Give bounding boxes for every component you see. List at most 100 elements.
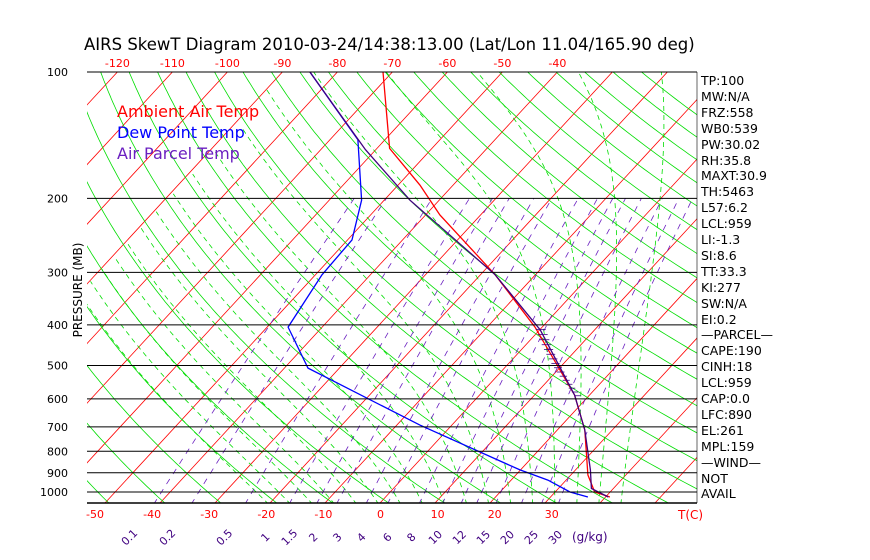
mixing-ratio-tick-label: 0.1 [119,527,141,549]
stat-item: LCL:959 [701,375,752,391]
moist-adiabat-line [113,256,335,503]
mixing-ratio-line [460,198,614,503]
stat-item: PW:30.02 [701,136,761,152]
dry-adiabat-line [0,66,54,505]
isotherm-line [489,277,697,503]
isotherm-line [87,72,118,106]
dry-adiabat-line [527,72,697,207]
mixing-ratio-line [336,198,510,503]
stat-item: CAPE:190 [701,343,762,359]
mixing-ratio-line [495,198,642,503]
stat-item: L57:6.2 [701,200,748,216]
mixing-ratio-tick-label: 0.5 [214,527,236,549]
dry-adiabat-line [356,72,697,354]
dry-adiabat-line [470,72,697,255]
stat-item: SW:N/A [701,295,747,311]
legend-dewpoint: Dew Point Temp [117,123,245,142]
isotherm-line [0,63,16,505]
moist-adiabat-line [266,89,512,503]
top-temp-tick-label: -120 [105,57,130,70]
top-temp-tick-label: -110 [160,57,185,70]
stat-item: FRZ:558 [701,104,754,120]
mixing-ratio-line [476,198,626,503]
pressure-tick-label: 900 [47,467,68,480]
bottom-temp-tick-label: -10 [314,508,332,521]
isotherm-line [87,72,448,464]
mixing-ratio-tick-label: 30 [546,528,565,547]
mixing-ratio-line [387,198,553,503]
dry-adiabat-line [87,422,166,503]
stat-item: KI:277 [701,279,741,295]
isotherm-line [87,72,393,404]
isotherm-line [87,72,338,345]
isotherm-line [104,72,503,503]
mixing-ratio-tick-label: 8 [404,530,418,544]
bottom-temp-tick-label: 20 [488,508,502,521]
isotherm-line [599,397,697,503]
isotherm-line [0,63,71,505]
stat-item: RH:35.8 [701,152,752,168]
stat-item: EL:261 [701,422,744,438]
top-temp-tick-label: -60 [438,57,456,70]
mixing-ratio-tick-label: 1.5 [279,527,301,549]
mixing-ratio-line [316,198,493,503]
pressure-tick-label: 100 [47,66,68,79]
moist-adiabat-line [140,227,379,503]
top-temp-tick-label: -80 [328,57,346,70]
dry-adiabat-line [584,72,697,161]
series-line-dewpoint [287,72,589,498]
pressure-tick-label: 1000 [40,486,68,499]
moist-adiabat-line [240,126,489,503]
mixing-ratio-line [442,198,598,503]
dry-adiabat-line [441,72,697,279]
stat-item: TT:33.3 [701,263,747,279]
bottom-temp-tick-label: -20 [257,508,275,521]
moist-adiabat-line [155,211,401,503]
chart-title: AIRS SkewT Diagram 2010-03-24/14:38:13.0… [84,35,695,54]
moist-adiabat-line [577,72,617,503]
bottom-temp-tick-label: -30 [200,508,218,521]
mixing-ratio-line [191,198,387,503]
pressure-tick-label: 300 [47,266,68,279]
dry-adiabat-line [242,72,697,462]
top-temp-tick-label: -90 [273,57,291,70]
stat-item: AVAIL [701,486,736,502]
mixing-ratio-line [365,198,535,503]
top-temp-tick-label: -40 [548,57,566,70]
dry-adiabat-line [185,72,670,503]
moist-adiabat-line [620,72,665,503]
mixing-ratio-tick-label: 15 [474,528,493,547]
stat-item: —PARCEL— [701,327,773,343]
pressure-tick-label: 800 [47,445,68,458]
isotherm-line [87,72,228,225]
moist-adiabat-line [214,151,467,503]
stat-item: SI:8.6 [701,247,737,263]
mixing-ratio-line [521,198,663,503]
dry-adiabat-line [87,306,278,503]
stat-item: NOT [701,470,728,486]
moist-adiabat-line [476,72,582,503]
isotherm-line [87,72,173,166]
pressure-tick-label: 500 [47,360,68,373]
stat-item: MW:N/A [701,88,750,104]
top-temp-tick-label: -50 [493,57,511,70]
dry-adiabat-line [157,72,614,503]
stat-item: MPL:159 [701,438,755,454]
moist-adiabat-line [192,173,445,503]
bottom-temp-tick-label: -40 [143,508,161,521]
x-axis-label: T(C) [677,508,703,522]
mixing-ratio-tick-label: 4 [354,530,368,544]
mixing-ratio-line [419,198,579,503]
moist-adiabat-line [172,193,423,503]
isotherm-line [379,158,697,503]
dry-adiabat-line [128,72,558,503]
stat-item: EI:0.2 [701,311,737,327]
series-line-ambient [382,72,611,498]
mixing-ratio-tick-label: 1 [258,530,272,544]
dry-adiabat-line [100,72,502,503]
dry-adiabat-line [87,480,110,503]
mixing-ratio-tick-label: 2 [306,530,320,544]
legend-ambient: Ambient Air Temp [117,102,259,121]
moist-adiabat-line [385,72,556,503]
